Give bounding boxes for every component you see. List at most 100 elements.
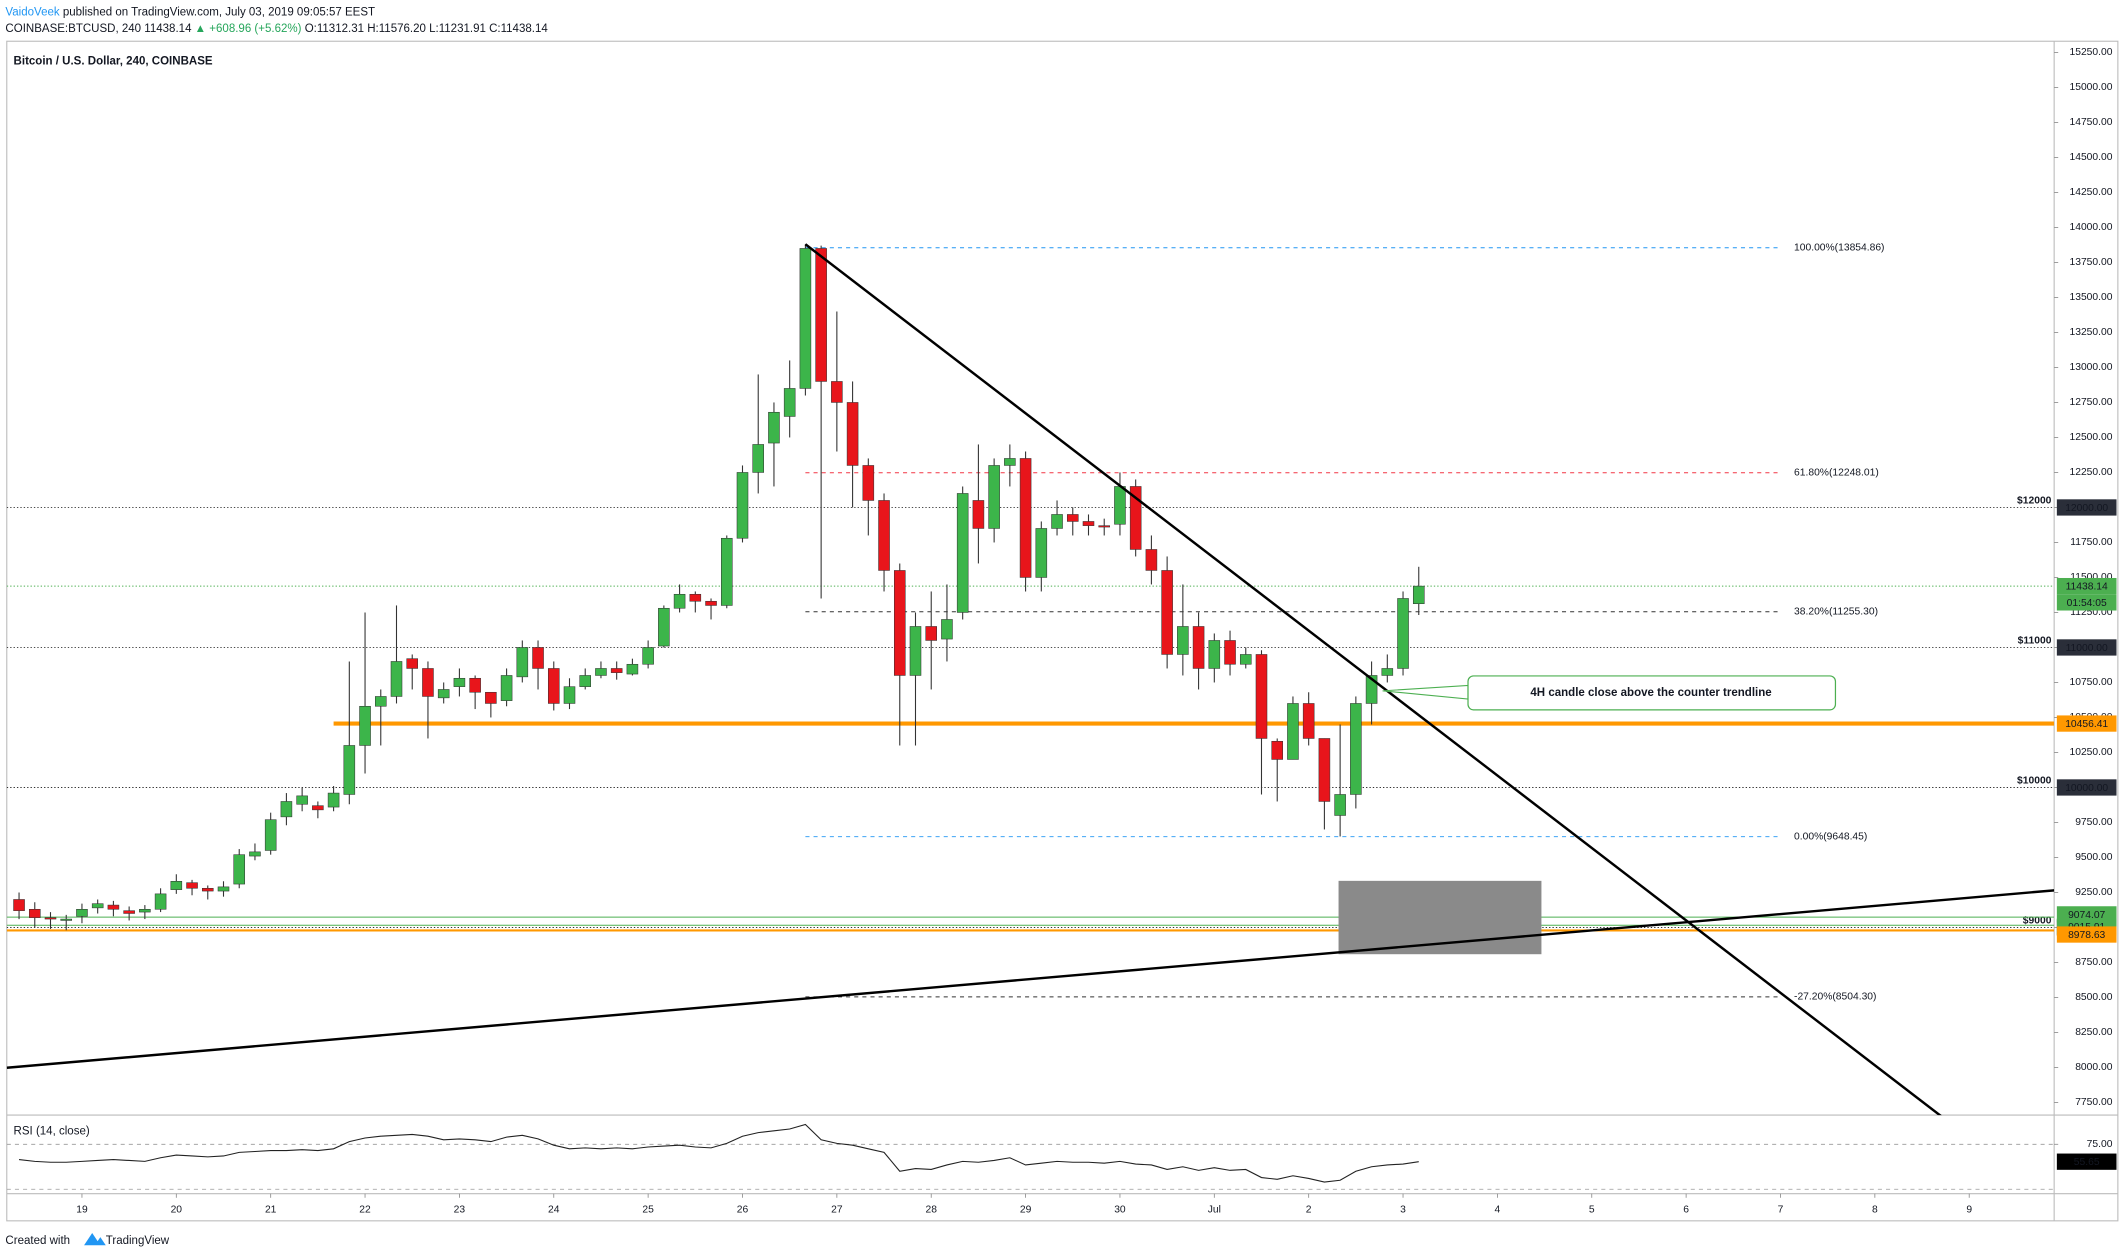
y-tick-label: 15000.00 [2069,82,2112,93]
y-tick-label: 15250.00 [2069,47,2112,58]
fib-label: -27.20%(8504.30) [1794,992,1876,1003]
y-tick-label: 8500.00 [2075,992,2112,1003]
y-tick-label: 11500.00 [2070,572,2112,583]
candle-body [516,647,529,678]
price-tag [2056,499,2117,516]
price-tags: 12000.0011000.0010000.009000.009074.0790… [2056,499,2117,943]
trendline [804,243,1942,1116]
candle-body [1019,458,1032,578]
x-tick-label: 28 [925,1205,937,1216]
candle-body [563,686,576,704]
candle-body [705,600,717,606]
candle-body [736,472,749,539]
candle-body [1397,598,1409,669]
change: ▲ +608.96 (+5.62%) [191,23,304,35]
x-tick-label: 4 [1495,1205,1501,1216]
candle-body [658,607,670,647]
price-tag-label: 10000.00 [2065,783,2108,794]
candle-body [280,801,293,818]
fib-label: 38.20%(11255.30) [1794,606,1878,617]
candle-body [1287,703,1299,760]
footer-brand: TradingView [106,1235,170,1247]
candle-body [1098,525,1110,528]
candle-body [1365,675,1378,704]
price-tag [2056,906,2117,923]
y-tick-label: 9250.00 [2075,887,2112,898]
x-tick-label: 6 [1683,1205,1689,1216]
candle-body [925,626,937,641]
candle-body [532,647,544,669]
y-tick-label: 11750.00 [2070,537,2112,548]
price-tag-label: 12000.00 [2065,503,2108,514]
y-tick-label: 8000.00 [2075,1062,2112,1073]
candle-body [233,854,246,885]
candle-body [1381,668,1394,676]
x-tick-label: Jul [1208,1205,1221,1216]
candle-body [799,248,812,389]
y-tick-label: 9750.00 [2075,817,2112,828]
rsi-pane [6,1123,2055,1190]
header-quote: COINBASE:BTCUSD, 240 11438.14 ▲ +608.96 … [5,23,548,35]
candle-body [1271,740,1283,760]
candle-body [1412,585,1425,605]
fib-label: 0.00%(9648.45) [1794,831,1867,842]
ohlc: O:11312.31 H:11576.20 L:11231.91 C:11438… [305,23,549,35]
candle-body [893,570,906,676]
rsi-tag-label: 55.65 [2074,1157,2100,1168]
candle-body [170,880,183,890]
x-tick-label: 9 [1966,1205,1972,1216]
candle-body [154,893,167,910]
y-tick-label: 9500.00 [2075,852,2112,863]
candle-body [642,647,654,665]
rsi-title: RSI (14, close) [14,1125,90,1137]
candle-body [626,663,639,675]
candle-body [107,904,120,910]
x-tick-label: 29 [1020,1205,1032,1216]
author: VaidoVeek [5,7,59,19]
rsi-tag [2056,1153,2117,1170]
candle-body [1192,626,1205,669]
candle-body [1177,626,1189,655]
countdown-tag [2056,594,2117,611]
candle-body [312,805,324,811]
y-tick-label: 12500.00 [2069,432,2112,443]
candle-body [91,903,104,909]
candle-body [44,917,57,920]
candle-body [60,918,73,921]
candle-body [547,668,560,704]
candle-body [1208,640,1221,669]
y-tick-label: 14000.00 [2069,222,2112,233]
candle-body [437,689,450,699]
price-tag-label: 9074.07 [2068,910,2105,921]
countdown: 01:54:05 [2067,598,2107,609]
candle-body [249,851,261,857]
y-tick-label: 8750.00 [2075,957,2112,968]
price-tag [2056,639,2117,656]
candle-body [815,248,827,382]
price-tag-label: 8978.63 [2068,930,2105,941]
x-tick-label: 23 [454,1205,466,1216]
candle-body [972,500,985,529]
candle-body [988,465,1000,529]
candle-body [1066,514,1079,522]
candle-body [123,910,135,914]
price-tag [2056,577,2117,595]
candle-body [831,381,843,403]
candle-body [1302,703,1315,739]
x-tick-label: 8 [1872,1205,1878,1216]
x-tick-label: 5 [1589,1205,1595,1216]
candle-body [878,500,890,571]
price-pane: 100.00%(13854.86) 61.80%(12248.01) 38.20%(… [6,242,2055,1116]
candle-body [343,745,356,795]
x-tick-label: 22 [359,1205,371,1216]
price-tag [2056,779,2117,796]
candle-body [28,908,41,918]
frame [6,40,2119,1222]
candle-body [1224,640,1236,665]
candle-body [264,819,277,851]
candle-body [956,493,969,613]
candle-body [673,593,686,609]
y-tick-label: 7750.00 [2075,1097,2112,1108]
